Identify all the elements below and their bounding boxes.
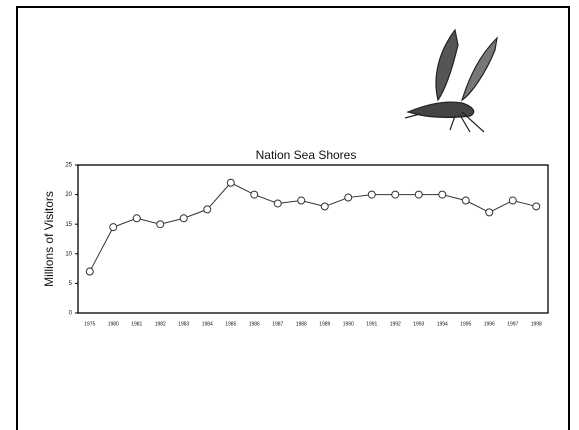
y-tick-label: 10 — [65, 251, 72, 257]
y-tick-label: 15 — [65, 222, 72, 228]
plot-frame — [77, 164, 549, 314]
x-tick-label: 1989 — [319, 321, 330, 327]
data-point — [344, 193, 353, 202]
slide-frame — [16, 6, 570, 430]
x-tick-label: 1982 — [155, 321, 166, 327]
x-tick-label: 1983 — [178, 321, 189, 327]
x-tick-label: 1993 — [413, 321, 424, 327]
x-tick-label: 1981 — [131, 321, 142, 327]
y-axis-label: Millions of Visitors — [42, 191, 56, 287]
data-point — [85, 267, 94, 276]
data-point — [273, 199, 282, 208]
data-point — [391, 190, 400, 199]
x-tick-label: 1995 — [460, 321, 471, 327]
y-tick-label: 20 — [65, 192, 72, 198]
data-point — [297, 196, 306, 205]
x-tick-label: 1975 — [84, 321, 95, 327]
data-point — [156, 220, 165, 229]
x-tick-label: 1985 — [225, 321, 236, 327]
data-point — [508, 196, 517, 205]
data-point — [532, 202, 541, 211]
data-point — [320, 202, 329, 211]
data-point — [109, 223, 118, 232]
data-point — [367, 190, 376, 199]
x-tick-label: 1994 — [437, 321, 448, 327]
data-point — [461, 196, 470, 205]
y-tick-label: 25 — [65, 163, 72, 169]
x-tick-label: 1992 — [390, 321, 401, 327]
x-tick-label: 1986 — [249, 321, 260, 327]
x-tick-label: 1990 — [343, 321, 354, 327]
x-tick-label: 1987 — [272, 321, 283, 327]
data-point — [203, 205, 212, 214]
data-line — [89, 182, 537, 272]
x-tick-label: 1998 — [531, 321, 542, 327]
x-tick-label: 1984 — [202, 321, 213, 327]
data-point — [132, 214, 141, 223]
data-point — [485, 208, 494, 217]
x-tick-label: 1991 — [366, 321, 377, 327]
data-point — [226, 178, 235, 187]
y-tick-label: 5 — [69, 281, 73, 287]
data-point — [414, 190, 423, 199]
data-point — [438, 190, 447, 199]
x-tick-label: 1980 — [108, 321, 119, 327]
x-tick-label: 1997 — [507, 321, 518, 327]
data-point — [179, 214, 188, 223]
bird-illustration — [404, 28, 498, 133]
x-tick-label: 1988 — [296, 321, 307, 327]
data-point — [250, 190, 259, 199]
x-tick-label: 1996 — [484, 321, 495, 327]
y-tick-label: 0 — [69, 311, 73, 317]
chart-title: Nation Sea Shores — [256, 148, 357, 162]
